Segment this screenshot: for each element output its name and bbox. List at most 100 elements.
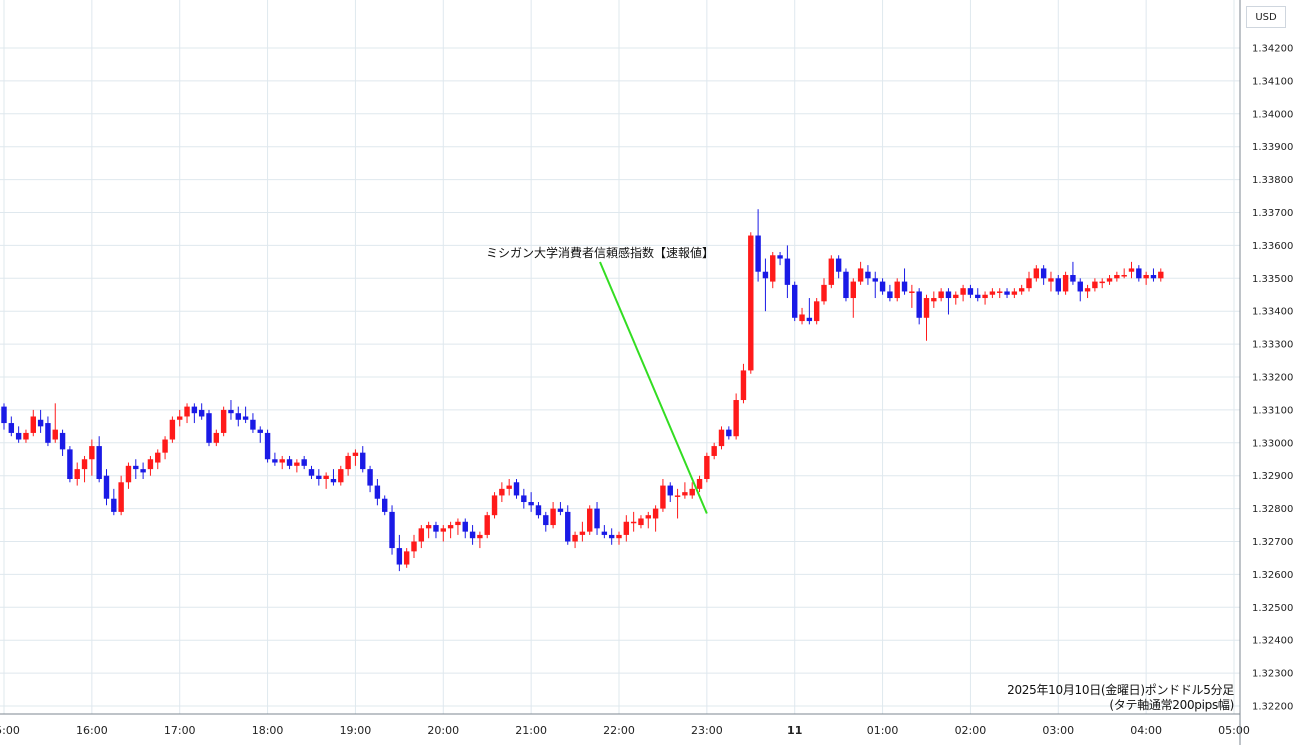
candle-body — [967, 288, 974, 295]
y-tick-label: 1.32700 — [1252, 537, 1293, 548]
x-tick-label: 04:00 — [1130, 724, 1162, 737]
candle-body — [8, 423, 15, 433]
chart-caption: 2025年10月10日(金曜日)ポンドドル5分足 (タテ軸通常200pips幅) — [1007, 683, 1234, 713]
candle-body — [1048, 278, 1054, 282]
candle-body — [352, 452, 359, 456]
y-tick-label: 1.32300 — [1252, 669, 1293, 680]
y-tick-label: 1.32500 — [1252, 603, 1293, 614]
candle-body — [572, 534, 578, 542]
caption-line-2: (タテ軸通常200pips幅) — [1109, 698, 1234, 712]
candle-body — [953, 294, 959, 299]
candle-body — [1004, 291, 1010, 295]
candle-body — [294, 462, 300, 466]
annotation-label: ミシガン大学消費者信頼感指数【速報値】 — [486, 245, 714, 260]
candle-body — [565, 511, 571, 542]
candle-body — [1018, 288, 1025, 292]
candle-body — [835, 258, 842, 272]
candle-body — [813, 301, 820, 322]
candle-body — [909, 291, 915, 293]
candle-body — [1084, 288, 1091, 292]
candle-body — [997, 291, 1003, 293]
candle-body — [740, 370, 747, 401]
candle-body — [784, 258, 791, 285]
candle-body — [81, 459, 88, 470]
candle-body — [1106, 278, 1113, 282]
candle-body — [330, 478, 337, 483]
y-tick-label: 1.34100 — [1252, 76, 1293, 87]
candle-body — [1143, 275, 1149, 279]
candle-body — [711, 446, 717, 456]
y-tick-label: 1.32200 — [1252, 702, 1293, 713]
candle-body — [264, 432, 271, 460]
y-tick-label: 1.33100 — [1252, 405, 1293, 416]
candle-body — [975, 294, 981, 299]
candle-body — [1033, 268, 1040, 279]
candle-body — [989, 291, 996, 295]
candle-body — [828, 258, 835, 285]
candle-body — [638, 518, 644, 526]
candle-body — [689, 488, 695, 496]
candle-body — [491, 495, 498, 516]
candle-body — [682, 492, 688, 496]
candle-body — [799, 314, 805, 322]
candle-body — [960, 288, 966, 295]
candle-body — [301, 459, 307, 466]
y-tick-label: 1.33400 — [1252, 307, 1293, 318]
candle-body — [433, 525, 439, 532]
currency-label-button[interactable]: USD — [1246, 6, 1286, 28]
x-tick-label: 03:00 — [1042, 724, 1074, 737]
candle-body — [162, 439, 168, 453]
candle-body — [272, 459, 278, 463]
candle-body — [74, 469, 80, 479]
candle-body — [1136, 268, 1142, 279]
x-tick-label: 16:00 — [76, 724, 108, 737]
candle-body — [770, 255, 776, 282]
candle-body — [1092, 281, 1098, 289]
candle-body — [923, 298, 930, 318]
candle-body — [484, 515, 490, 535]
candle-body — [777, 255, 783, 259]
candle-body — [579, 531, 586, 535]
candle-body — [550, 508, 556, 526]
candle-body — [1055, 278, 1061, 292]
x-tick-label: 22:00 — [603, 724, 635, 737]
candle-body — [462, 521, 468, 532]
candle-body — [982, 294, 988, 299]
y-tick-label: 1.34200 — [1252, 44, 1293, 55]
candle-body — [147, 459, 154, 470]
candle-body — [155, 452, 161, 463]
candle-body — [279, 459, 285, 463]
candle-body — [1077, 281, 1083, 292]
candle-body — [360, 452, 366, 470]
candle-body — [23, 432, 29, 440]
candle-body — [792, 284, 798, 318]
candle-body — [191, 406, 198, 414]
candle-body — [37, 419, 44, 427]
candle-body — [89, 446, 95, 460]
candle-body — [1158, 271, 1164, 279]
candle-body — [726, 429, 732, 437]
candle-body — [308, 469, 315, 476]
candle-body — [667, 485, 673, 496]
candle-body — [469, 531, 476, 539]
candle-body — [1070, 275, 1076, 282]
x-tick-label: 17:00 — [164, 724, 196, 737]
candle-body — [521, 495, 527, 503]
candle-body — [1114, 275, 1120, 279]
candle-body — [396, 548, 403, 565]
candle-body — [894, 281, 900, 299]
candle-body — [872, 278, 878, 282]
candle-body — [477, 534, 483, 539]
y-tick-label: 1.32800 — [1252, 504, 1293, 515]
candle-body — [103, 475, 110, 499]
candle-body — [96, 446, 102, 479]
y-tick-label: 1.33900 — [1252, 142, 1293, 153]
y-tick-label: 1.33300 — [1252, 340, 1293, 351]
candle-body — [1121, 275, 1127, 277]
x-tick-label: 18:00 — [252, 724, 284, 737]
caption-line-1: 2025年10月10日(金曜日)ポンドドル5分足 — [1007, 683, 1234, 697]
candle-body — [425, 525, 432, 529]
candle-body — [887, 291, 893, 299]
candle-body — [535, 505, 542, 516]
